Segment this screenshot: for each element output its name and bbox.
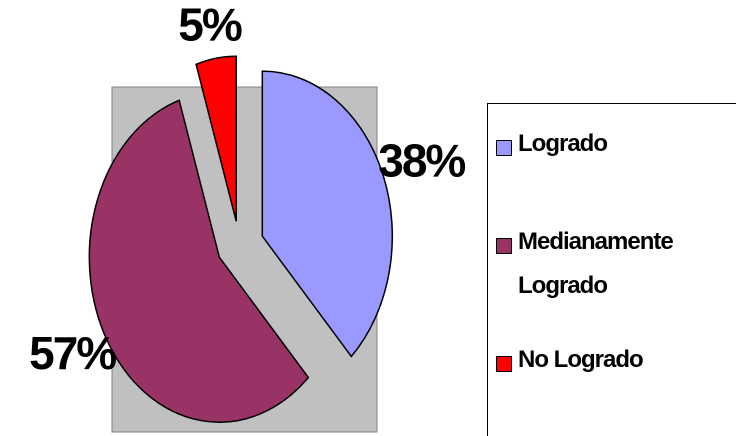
pie-slice bbox=[88, 99, 310, 423]
legend-entry: Logrado bbox=[496, 130, 718, 166]
legend-swatch bbox=[496, 356, 512, 372]
data-label: 38% bbox=[378, 134, 465, 186]
legend-entry: Medianamente Logrado bbox=[496, 228, 718, 308]
pie-slice bbox=[195, 55, 237, 222]
data-label: 5% bbox=[178, 0, 242, 50]
legend-label: No Logrado bbox=[518, 346, 644, 373]
legend-label: Medianamente Logrado bbox=[518, 228, 674, 299]
pie-slice bbox=[261, 70, 394, 358]
legend-label: Logrado bbox=[518, 130, 608, 157]
data-label: 57% bbox=[29, 327, 116, 379]
legend-swatch bbox=[496, 238, 512, 254]
legend-entry: No Logrado bbox=[496, 346, 718, 382]
legend: Logrado Medianamente Logrado No Logrado bbox=[487, 103, 736, 436]
legend-swatch bbox=[496, 140, 512, 156]
